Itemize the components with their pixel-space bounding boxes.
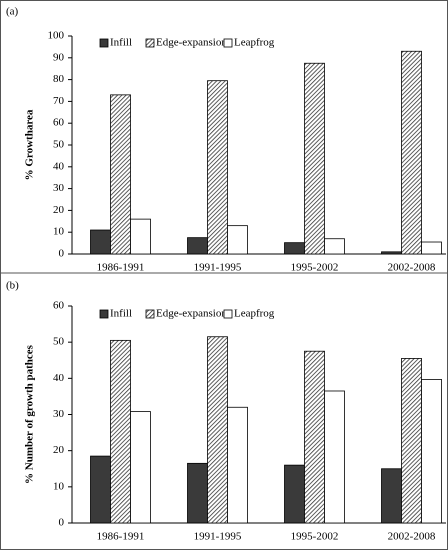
bar — [324, 390, 345, 524]
legend-swatch — [223, 38, 233, 48]
bar — [381, 468, 402, 524]
bar — [110, 94, 131, 255]
bar — [110, 339, 131, 524]
y-tick-label: 50 — [53, 336, 65, 348]
x-tick-label: 1995-2002 — [291, 262, 339, 274]
panel-label: (a) — [6, 6, 19, 18]
bar — [207, 336, 228, 524]
y-tick-label: 60 — [53, 300, 65, 312]
x-tick-label: 1986-1991 — [97, 262, 145, 274]
bar — [130, 218, 151, 255]
bar — [187, 237, 208, 255]
y-tick-label: 90 — [53, 51, 65, 63]
bar — [90, 229, 111, 255]
bar — [304, 62, 325, 255]
y-axis-label: % Growtharea — [24, 109, 36, 180]
legend-swatch — [145, 38, 155, 48]
y-tick-label: 10 — [53, 226, 65, 238]
y-tick-label: 20 — [53, 204, 65, 216]
x-tick-label: 1991-1995 — [194, 262, 242, 274]
bar — [284, 242, 305, 255]
legend-swatch — [223, 309, 233, 319]
legend-swatch — [99, 309, 109, 319]
x-tick-label: 1995-2002 — [291, 531, 339, 543]
y-tick-label: 100 — [48, 30, 65, 42]
y-tick-label: 70 — [53, 95, 65, 107]
legend-swatch — [145, 309, 155, 319]
bar — [130, 411, 151, 524]
bar — [304, 350, 325, 524]
legend-label: Leapfrog — [234, 308, 275, 320]
x-tick-label: 2002-2008 — [388, 262, 436, 274]
y-tick-label: 10 — [53, 480, 65, 492]
bar — [90, 455, 111, 524]
x-tick-label: 2002-2008 — [388, 531, 436, 543]
bar — [421, 379, 442, 524]
y-tick-label: 30 — [53, 408, 65, 420]
panel-label: (b) — [6, 280, 19, 292]
legend-label: Edge-expansion — [156, 37, 227, 49]
y-tick-label: 40 — [53, 160, 65, 172]
legend-swatch — [99, 38, 109, 48]
bar — [227, 406, 248, 524]
x-tick-label: 1986-1991 — [97, 531, 145, 543]
legend-label: Infill — [110, 37, 132, 49]
bar — [324, 238, 345, 255]
x-tick-label: 1991-1995 — [194, 531, 242, 543]
y-tick-label: 20 — [53, 444, 65, 456]
y-tick-label: 50 — [53, 139, 65, 151]
legend-label: Leapfrog — [234, 37, 275, 49]
bar — [187, 462, 208, 524]
legend-label: Infill — [110, 308, 132, 320]
legend-label: Edge-expansion — [156, 308, 227, 320]
y-tick-label: 0 — [59, 517, 65, 529]
bar — [284, 464, 305, 524]
bar — [401, 50, 422, 255]
bar — [381, 251, 402, 255]
y-tick-label: 0 — [59, 248, 65, 260]
bar — [227, 225, 248, 255]
y-tick-label: 30 — [53, 182, 65, 194]
y-axis-label: % Number of growth pathces — [24, 344, 36, 484]
y-tick-label: 80 — [53, 73, 65, 85]
bar — [207, 80, 228, 255]
bar — [401, 358, 422, 524]
bar — [421, 241, 442, 255]
y-tick-label: 60 — [53, 117, 65, 129]
y-tick-label: 40 — [53, 372, 65, 384]
